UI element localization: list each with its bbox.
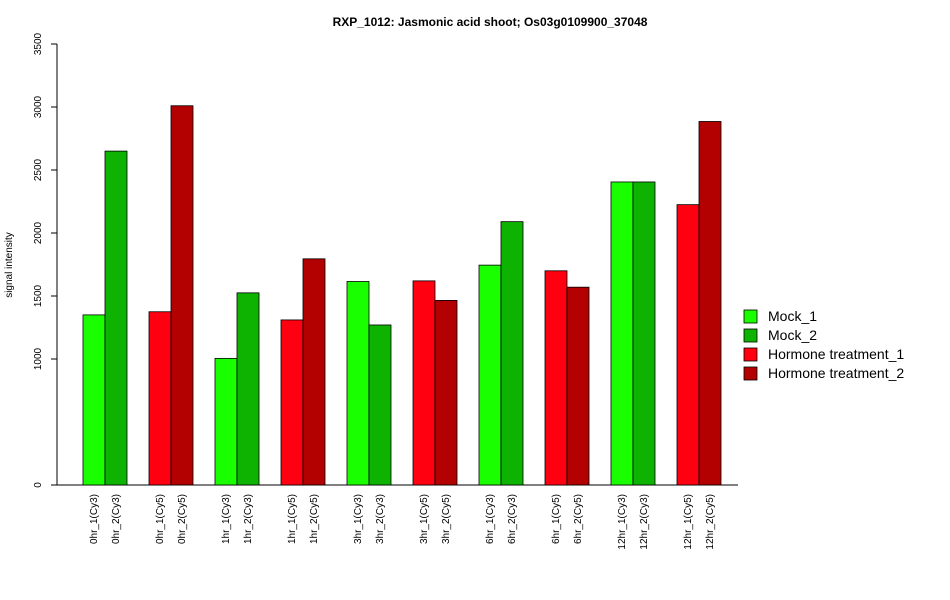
bar <box>412 280 436 486</box>
x-tick-label: 0hr_2(Cy5) <box>177 494 188 544</box>
bar <box>346 281 370 486</box>
bar <box>170 105 194 486</box>
bar <box>566 286 590 486</box>
x-tick-label: 3hr_1(Cy5) <box>419 494 430 544</box>
bar <box>610 181 634 486</box>
bar <box>500 221 524 486</box>
x-tick-label: 12hr_1(Cy3) <box>617 494 628 550</box>
bar <box>148 311 172 486</box>
legend-swatch <box>743 347 758 362</box>
x-tick-label: 12hr_2(Cy3) <box>639 494 650 550</box>
y-tick-label: 0 <box>33 482 44 488</box>
x-tick-label: 6hr_2(Cy3) <box>507 494 518 544</box>
y-tick-label: 2000 <box>33 221 44 244</box>
x-tick-label: 0hr_1(Cy3) <box>89 494 100 544</box>
bar <box>280 319 304 486</box>
bar <box>368 324 392 486</box>
y-tick-label: 3500 <box>33 32 44 55</box>
bar <box>434 300 458 486</box>
bar <box>676 204 700 486</box>
bar <box>302 258 326 486</box>
bar <box>236 292 260 486</box>
bar <box>104 150 128 486</box>
bar <box>544 270 568 486</box>
legend-label: Mock_1 <box>768 308 817 324</box>
legend-swatch <box>743 328 758 343</box>
x-tick-label: 0hr_2(Cy3) <box>111 494 122 544</box>
y-tick-label: 2500 <box>33 158 44 181</box>
chart-title: RXP_1012: Jasmonic acid shoot; Os03g0109… <box>333 15 648 29</box>
bars-group <box>82 105 722 486</box>
x-tick-label: 6hr_2(Cy5) <box>573 494 584 544</box>
legend-swatch <box>743 366 758 381</box>
x-tick-labels: 0hr_1(Cy3) 0hr_2(Cy3) 0hr_1(Cy5) 0hr_2(Cy5)… <box>89 494 716 550</box>
y-tick-label: 1000 <box>33 347 44 370</box>
x-tick-label: 0hr_1(Cy5) <box>155 494 166 544</box>
legend-label: Hormone treatment_1 <box>768 346 904 362</box>
legend: Mock_1 Mock_2 Hormone treatment_1 Hormone t… <box>743 308 904 381</box>
x-tick-label: 6hr_1(Cy3) <box>485 494 496 544</box>
x-tick-label: 1hr_1(Cy5) <box>287 494 298 544</box>
x-tick-label: 12hr_2(Cy5) <box>705 494 716 550</box>
legend-label: Mock_2 <box>768 327 817 343</box>
x-tick-label: 6hr_1(Cy5) <box>551 494 562 544</box>
y-tick-label: 3000 <box>33 95 44 118</box>
x-tick-label: 1hr_2(Cy5) <box>309 494 320 544</box>
legend-swatch <box>743 309 758 324</box>
bar <box>632 181 656 486</box>
y-tick-label: 1500 <box>33 284 44 307</box>
x-tick-label: 3hr_2(Cy5) <box>441 494 452 544</box>
legend-label: Hormone treatment_2 <box>768 365 904 381</box>
x-tick-label: 12hr_1(Cy5) <box>683 494 694 550</box>
bar <box>82 314 106 486</box>
bar <box>698 121 722 486</box>
x-tick-label: 3hr_2(Cy3) <box>375 494 386 544</box>
y-axis-label: signal intensity <box>4 232 15 298</box>
x-tick-label: 1hr_1(Cy3) <box>221 494 232 544</box>
x-tick-label: 3hr_1(Cy3) <box>353 494 364 544</box>
bar <box>214 357 238 486</box>
y-axis: 0 1000 1500 2000 2500 3000 3500 <box>33 32 58 488</box>
bar <box>478 264 502 486</box>
x-tick-label: 1hr_2(Cy3) <box>243 494 254 544</box>
